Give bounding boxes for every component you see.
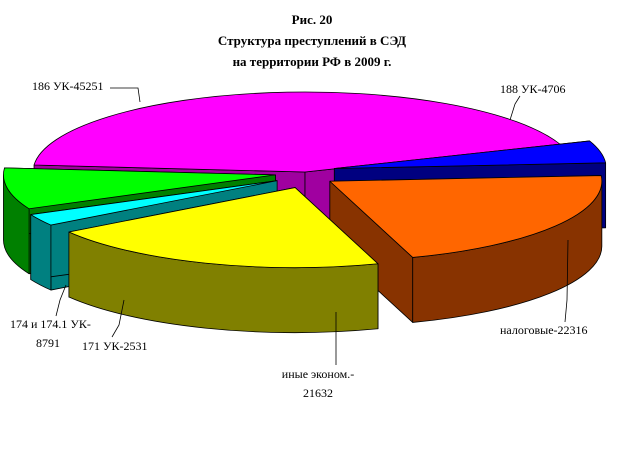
leader-line	[110, 87, 141, 103]
pie-slice-top	[68, 187, 379, 268]
pie-slice	[329, 175, 603, 323]
leader-line	[564, 239, 569, 323]
pie-slice-top	[3, 167, 276, 210]
slice-label: налоговые-22316	[500, 323, 588, 337]
slice-label: иные эконом.-	[282, 367, 354, 381]
slice-label: 188 УК-4706	[500, 82, 566, 96]
pie-slice-top	[333, 140, 607, 169]
leader-line	[111, 299, 125, 338]
pie-slice-top	[329, 175, 603, 258]
chart-title-line-2: Структура преступлений в СЭД	[217, 33, 407, 48]
chart-title-line-3: на территории РФ в 2009 г.	[232, 54, 392, 69]
slice-label: 186 УК-45251	[32, 79, 104, 93]
pie-slice	[68, 187, 379, 333]
slice-label: 174 и 174.1 УК-	[10, 317, 91, 331]
slice-label: 8791	[36, 336, 60, 350]
leader-line	[509, 95, 521, 121]
slice-label: 171 УК-2531	[82, 339, 148, 353]
slice-label: 21632	[303, 386, 333, 400]
chart-title-line-1: Рис. 20	[291, 12, 333, 27]
pie-slice-wall	[30, 214, 52, 291]
leader-line	[55, 284, 67, 317]
pie-slice-top	[33, 91, 561, 173]
pie-slice-top	[30, 180, 278, 226]
